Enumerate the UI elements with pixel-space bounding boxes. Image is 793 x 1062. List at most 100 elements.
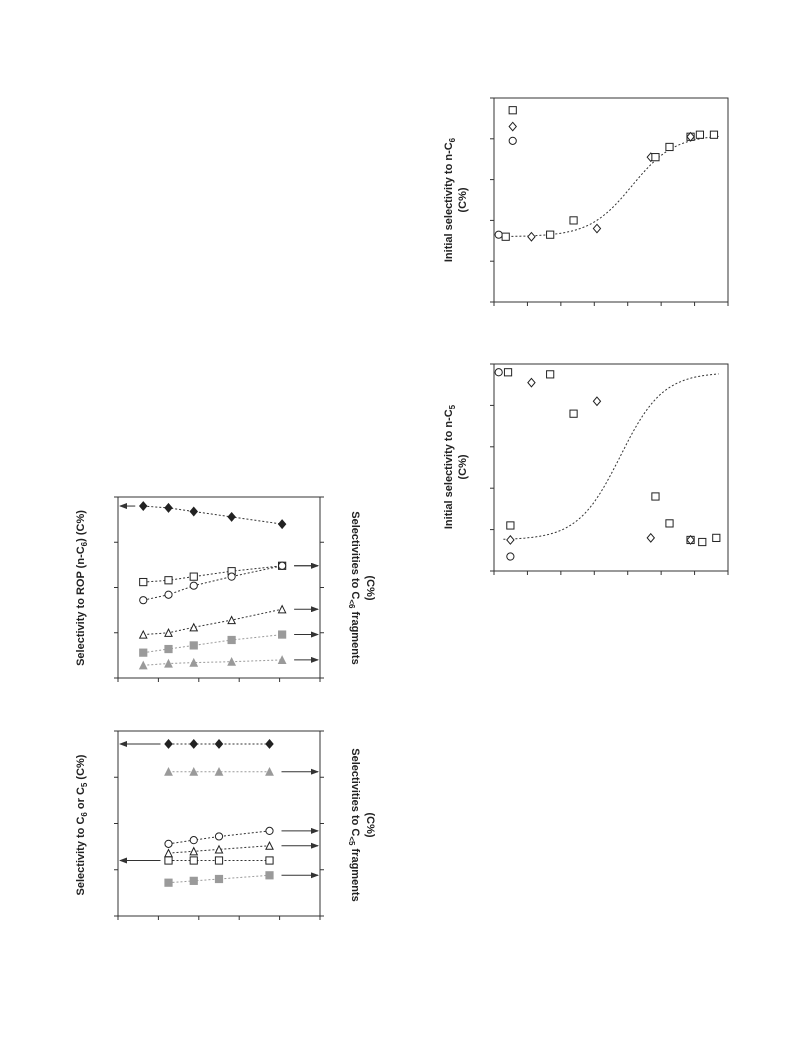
series-line xyxy=(143,608,283,636)
series-line xyxy=(143,565,283,601)
data-point xyxy=(651,492,660,501)
right-y-axis-unit: (C%) xyxy=(364,575,376,600)
data-point xyxy=(189,657,199,667)
data-point xyxy=(709,130,719,139)
data-point xyxy=(651,153,660,162)
data-point xyxy=(164,839,173,848)
data-point xyxy=(189,572,198,581)
data-point xyxy=(506,521,515,530)
data-point xyxy=(278,561,287,570)
axis-arrows xyxy=(119,740,319,879)
data-point xyxy=(277,655,287,664)
data-point xyxy=(189,581,198,590)
data-point xyxy=(138,629,148,639)
data-point xyxy=(227,635,236,645)
data-point xyxy=(686,131,695,142)
data-point xyxy=(227,511,236,522)
data-point xyxy=(164,878,173,887)
series-line xyxy=(143,505,283,525)
data-point xyxy=(508,136,517,145)
plot-frame xyxy=(493,97,729,303)
data-point xyxy=(214,832,224,841)
data-point xyxy=(227,572,236,581)
data-point xyxy=(189,846,199,856)
data-point xyxy=(508,106,517,115)
data-point xyxy=(277,604,287,614)
data-point xyxy=(501,232,510,241)
left-y-axis-label: Selectivity to C6 or C5 (C%) xyxy=(75,754,89,895)
data-point xyxy=(189,738,199,749)
data-point xyxy=(164,628,173,637)
data-point xyxy=(164,576,173,585)
data-point xyxy=(189,876,198,885)
data-point xyxy=(686,534,695,545)
data-point xyxy=(227,656,237,666)
data-point xyxy=(494,230,503,239)
data-point xyxy=(138,660,148,670)
data-point xyxy=(508,121,517,132)
data-point xyxy=(189,622,199,632)
axis-ticks xyxy=(490,363,729,575)
data-point xyxy=(712,533,721,542)
data-point xyxy=(139,577,148,587)
fit-curve xyxy=(503,373,719,540)
right-y-axis-unit: (C%) xyxy=(364,812,376,837)
series-line xyxy=(168,874,270,884)
data-point xyxy=(189,836,198,845)
data-point xyxy=(277,519,287,530)
y-axis-label: Initial selectivity to n-C5 xyxy=(443,404,457,529)
data-point xyxy=(164,590,173,599)
data-point xyxy=(164,658,173,668)
data-point xyxy=(494,368,503,377)
data-point xyxy=(214,856,224,865)
series-lines xyxy=(168,743,270,884)
axis-ticks xyxy=(114,730,324,920)
data-point xyxy=(164,738,173,749)
data-point xyxy=(189,506,199,517)
data-point xyxy=(265,840,274,850)
data-point xyxy=(698,537,707,547)
data-point xyxy=(506,534,515,545)
fit-curve xyxy=(503,135,719,237)
axis-arrows xyxy=(119,503,319,663)
data-point xyxy=(265,826,274,836)
plot-frame xyxy=(117,730,321,917)
data-point xyxy=(265,856,274,865)
y-axis-unit: (C%) xyxy=(457,454,469,479)
data-points xyxy=(164,738,274,887)
data-point xyxy=(527,377,536,388)
y-axis-label: Initial selectivity to n-C6 xyxy=(443,137,457,262)
data-point xyxy=(646,532,656,543)
series-line xyxy=(143,634,283,654)
data-point xyxy=(164,502,173,513)
data-point xyxy=(527,231,536,242)
data-point xyxy=(164,644,173,654)
data-point xyxy=(278,630,287,639)
data-point xyxy=(189,641,198,650)
fit-line xyxy=(503,135,719,237)
data-point xyxy=(164,856,173,865)
right-y-axis-label: Selectivities to C<6 fragments xyxy=(347,511,361,664)
chart-top-right: Initial selectivity to n-C6 (C%) xyxy=(443,97,729,306)
data-point xyxy=(546,230,555,239)
data-points xyxy=(494,368,721,561)
data-point xyxy=(227,615,237,625)
data-point xyxy=(214,844,224,854)
data-point xyxy=(189,856,198,865)
data-point xyxy=(214,738,224,749)
chart-middle-right: Initial selectivity to n-C5 (C%) xyxy=(443,363,729,575)
data-point xyxy=(265,871,274,880)
data-point xyxy=(503,368,513,377)
data-points xyxy=(138,501,287,670)
chart-bottom-lower: Selectivity to C6 or C5 (C%) Selectiviti… xyxy=(75,730,376,920)
data-point xyxy=(665,142,674,152)
y-axis-unit: (C%) xyxy=(457,187,469,212)
chart-bottom-upper: Selectivity to ROP (n-C6) (C%) Selectivi… xyxy=(75,496,376,682)
data-point xyxy=(665,519,674,528)
data-point xyxy=(189,766,199,776)
data-point xyxy=(138,501,148,512)
right-y-axis-label: Selectivities to C<5 fragments xyxy=(347,748,361,901)
data-point xyxy=(592,396,602,407)
